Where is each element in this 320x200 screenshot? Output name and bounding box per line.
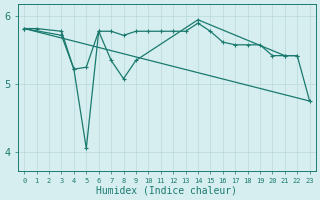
X-axis label: Humidex (Indice chaleur): Humidex (Indice chaleur) [96,186,237,196]
